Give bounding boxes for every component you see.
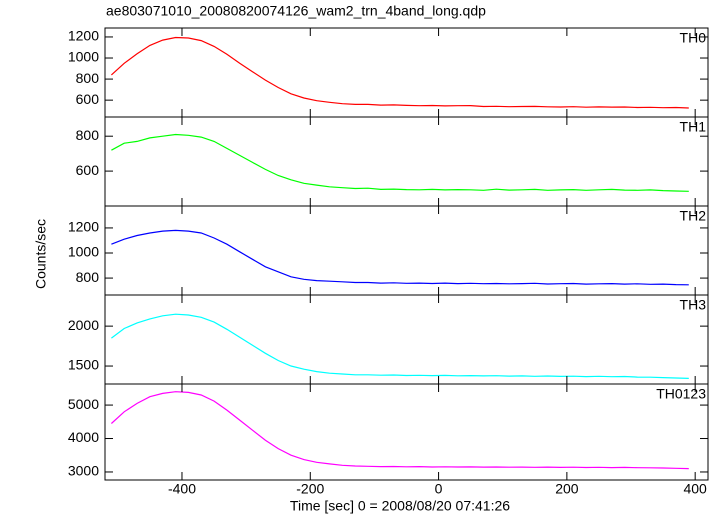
- panel-frame: [104, 27, 709, 118]
- x-axis-label: Time [sec] 0 = 2008/08/20 07:41:26: [290, 498, 510, 514]
- panel-frame: [104, 205, 709, 296]
- data-line: [110, 391, 689, 470]
- y-tick-label: 4000: [68, 429, 99, 445]
- x-tick-label: 400: [683, 481, 707, 497]
- data-line: [111, 313, 689, 379]
- panel-frame: [104, 294, 709, 385]
- chart-title: ae803071010_20080820074126_wam2_trn_4ban…: [106, 3, 486, 19]
- y-tick-label: 1000: [68, 244, 99, 260]
- panel-label: TH2: [680, 208, 707, 224]
- panel-label: TH3: [680, 297, 707, 313]
- x-tick-label: -400: [168, 481, 196, 497]
- panel-frame: [104, 116, 709, 207]
- panel-label: TH1: [680, 119, 707, 135]
- y-tick-label: 1000: [68, 49, 99, 65]
- x-tick-label: 200: [555, 481, 579, 497]
- y-tick-label: 3000: [68, 463, 99, 479]
- x-tick-label: 0: [435, 481, 443, 497]
- y-tick-label: 1200: [68, 219, 99, 235]
- y-tick-label: 600: [76, 91, 100, 107]
- y-axis-label: Counts/sec: [33, 219, 49, 289]
- data-line: [111, 133, 689, 192]
- y-tick-label: 2000: [68, 317, 99, 333]
- panel-label: TH0123: [656, 386, 706, 402]
- y-tick-label: 1500: [68, 357, 99, 373]
- x-tick-label: -200: [296, 481, 324, 497]
- y-tick-label: 800: [76, 269, 100, 285]
- panel-frame: [104, 383, 709, 481]
- panel-label: TH0: [680, 30, 707, 46]
- data-line: [111, 229, 689, 286]
- y-tick-label: 600: [76, 162, 100, 178]
- y-tick-label: 800: [76, 70, 100, 86]
- data-line: [110, 36, 689, 109]
- y-tick-label: 1200: [68, 28, 99, 44]
- y-tick-label: 5000: [68, 396, 99, 412]
- y-tick-label: 800: [76, 127, 100, 143]
